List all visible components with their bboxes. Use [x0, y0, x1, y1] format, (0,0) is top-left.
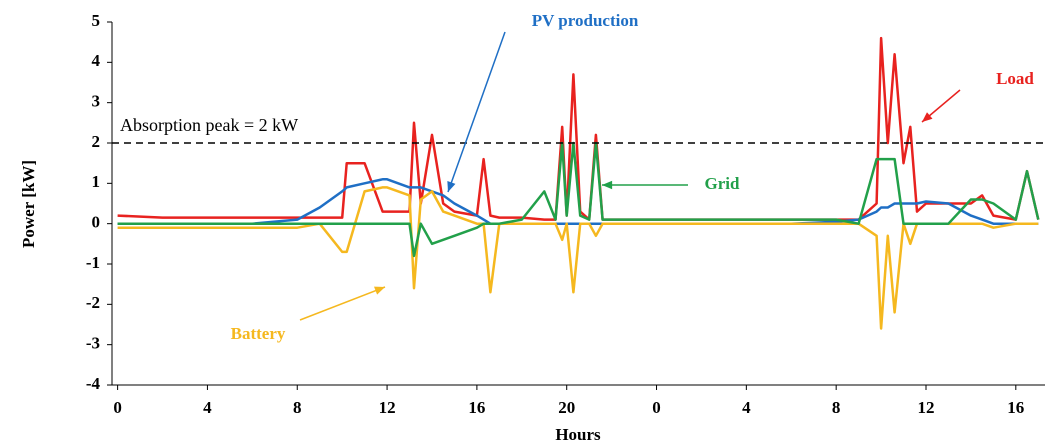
y-tick-label: -4 [86, 374, 101, 393]
y-tick-label: -2 [86, 293, 100, 312]
arrow-head [922, 112, 933, 122]
x-tick-label: 20 [558, 398, 575, 417]
y-axis-label: Power [kW] [19, 160, 38, 248]
y-tick-label: 3 [92, 92, 101, 111]
arrow-head [374, 286, 385, 295]
x-tick-label: 16 [1007, 398, 1024, 417]
y-tick-label: 2 [92, 132, 101, 151]
x-tick-label: 4 [742, 398, 751, 417]
x-axis-label: Hours [555, 425, 601, 444]
x-tick-label: 0 [652, 398, 661, 417]
y-tick-label: 0 [92, 213, 101, 232]
annotation-arrow [299, 286, 386, 321]
arrow-head [602, 180, 613, 190]
x-tick-label: 12 [917, 398, 934, 417]
series-line [117, 178, 1039, 225]
x-tick-label: 0 [113, 398, 122, 417]
series-annotation: PV production [532, 11, 639, 30]
y-tick-label: -1 [86, 253, 100, 272]
annotation-arrow [447, 31, 506, 193]
x-tick-label: 8 [293, 398, 302, 417]
series-line [117, 36, 1040, 221]
arrow-head [447, 181, 456, 192]
x-tick-label: 16 [468, 398, 485, 417]
y-tick-label: 5 [92, 11, 101, 30]
series-line [117, 186, 1039, 330]
x-tick-label: 12 [379, 398, 396, 417]
x-tick-label: 8 [832, 398, 841, 417]
reference-label: Absorption peak = 2 kW [120, 115, 298, 135]
x-tick-label: 4 [203, 398, 212, 417]
series-annotation: Load [996, 69, 1034, 88]
series-annotation: Battery [231, 324, 286, 343]
y-tick-label: -3 [86, 334, 100, 353]
y-tick-label: 4 [92, 51, 101, 70]
y-tick-label: 1 [92, 172, 101, 191]
series-annotation: Grid [705, 174, 740, 193]
